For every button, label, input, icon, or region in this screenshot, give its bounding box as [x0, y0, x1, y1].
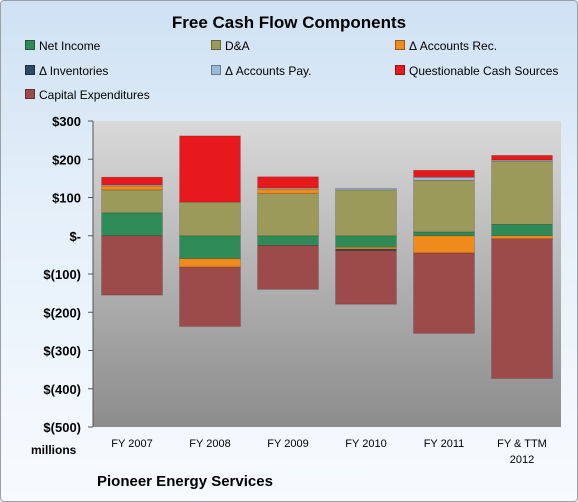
- bar-segment-questionable-cash-sources: [413, 170, 475, 178]
- legend-swatch: [211, 40, 221, 50]
- bar-segment-questionable-cash-sources: [101, 176, 163, 186]
- legend-label: Δ Inventories: [39, 64, 109, 78]
- bar-segment-d-a: [101, 189, 163, 214]
- legend-swatch: [25, 65, 35, 75]
- bar-segment-questionable-cash-sources: [257, 176, 319, 189]
- y-tick-label: $(200): [43, 305, 81, 320]
- bar-segment-accounts-rec: [335, 246, 397, 250]
- y-tick-label: $300: [52, 114, 81, 129]
- x-tick-label: FY 2009: [267, 438, 308, 450]
- legend-item-capital-expenditures: Capital Expenditures: [25, 88, 150, 102]
- bar-segment-net-income: [413, 231, 475, 236]
- legend-label: Net Income: [39, 39, 101, 53]
- y-tick-label: $(500): [43, 420, 81, 435]
- legend-swatch: [395, 65, 405, 75]
- bar-segment-d-a: [179, 201, 241, 237]
- plot-background: [93, 121, 561, 427]
- bar-segment-capital-expenditures: [491, 238, 553, 379]
- bar-segment-d-a: [413, 180, 475, 233]
- bar-segment-accounts-pay: [413, 176, 475, 181]
- legend-swatch: [25, 89, 35, 99]
- x-tick-label: FY 2010: [345, 438, 386, 450]
- bar-segment-d-a: [335, 189, 397, 237]
- legend-label: Questionable Cash Sources: [409, 64, 559, 78]
- bar-segment-capital-expenditures: [179, 266, 241, 327]
- bar-segment-d-a: [491, 160, 553, 225]
- x-tick-label: 2012: [510, 454, 534, 466]
- x-tick-label: FY 2008: [189, 438, 230, 450]
- legend-swatch: [395, 40, 405, 50]
- company-name: Pioneer Energy Services: [97, 473, 273, 490]
- legend-swatch: [211, 65, 221, 75]
- bar-segment-inventories: [335, 248, 397, 251]
- bar-segment-accounts-rec: [257, 188, 319, 195]
- bar-segment-capital-expenditures: [257, 245, 319, 290]
- legend-item-questionable-cash-sources: Questionable Cash Sources: [395, 64, 558, 78]
- bar-segment-accounts-rec: [179, 258, 241, 268]
- y-tick-label: $100: [52, 191, 81, 206]
- bar-segment-capital-expenditures: [101, 235, 163, 296]
- legend-item-accounts-rec: Δ Accounts Rec.: [395, 39, 497, 53]
- bar-segment-net-income: [491, 224, 553, 237]
- legend-item-net-income: Net Income: [25, 39, 100, 53]
- legend-swatch: [25, 40, 35, 50]
- bar-segment-questionable-cash-sources: [179, 135, 241, 203]
- bar-segment-questionable-cash-sources: [491, 155, 553, 161]
- bar-segment-accounts-rec: [413, 235, 475, 254]
- legend-item-inventories: Δ Inventories: [25, 64, 108, 78]
- y-tick-label: $(400): [43, 382, 81, 397]
- y-tick-label: $200: [52, 152, 81, 167]
- bar-segment-accounts-pay: [335, 188, 397, 191]
- legend-label: D&A: [225, 39, 250, 53]
- x-tick-label: FY & TTM: [497, 438, 547, 450]
- legend-label: Δ Accounts Pay.: [225, 64, 312, 78]
- bar-segment-net-income: [335, 235, 397, 248]
- bar-segment-net-income: [179, 235, 241, 260]
- bar-segment-capital-expenditures: [413, 252, 475, 334]
- y-tick-label: $-: [69, 229, 81, 244]
- x-tick-label: FY 2007: [111, 438, 152, 450]
- bar-segment-net-income: [101, 212, 163, 237]
- y-tick-label: $(100): [43, 267, 81, 282]
- x-tick-label: FY 2011: [424, 438, 465, 450]
- bar-segment-capital-expenditures: [335, 250, 397, 305]
- bar-segment-d-a: [257, 193, 319, 237]
- legend-label: Δ Accounts Rec.: [409, 39, 498, 53]
- chart-title: Free Cash Flow Components: [171, 13, 407, 32]
- legend-label: Capital Expenditures: [39, 88, 150, 102]
- legend-item-accounts-pay: Δ Accounts Pay.: [211, 64, 312, 78]
- y-tick-label: $(300): [43, 344, 81, 359]
- legend-item-d-a: D&A: [211, 39, 250, 53]
- bar-segment-accounts-rec: [101, 185, 163, 191]
- unit-label: millions: [31, 443, 77, 457]
- bar-segment-accounts-rec: [491, 235, 553, 240]
- bar-segment-net-income: [257, 235, 319, 246]
